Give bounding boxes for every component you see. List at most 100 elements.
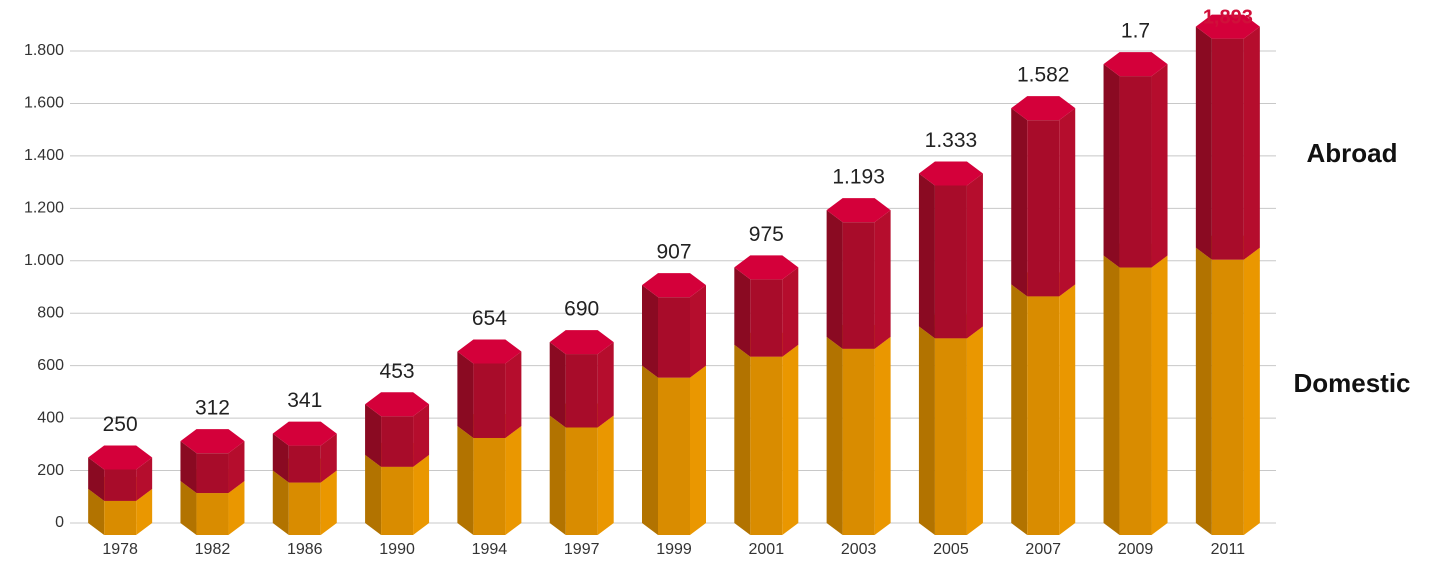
front-face [196,453,229,494]
x-tick-label: 1986 [287,541,323,558]
bar-segment [642,353,706,535]
bar-cap [457,339,522,364]
left-face [918,326,935,535]
left-face [734,267,751,357]
x-tick-label: 2011 [1211,541,1246,558]
front-face [1027,120,1060,297]
right-face [782,267,799,357]
bar-cap [272,421,337,446]
left-face [642,365,658,535]
left-face [918,173,935,339]
left-face [88,457,105,501]
y-tick-label: 1.400 [24,147,64,164]
left-face [549,415,566,535]
x-tick-label: 2005 [933,541,969,558]
right-face [690,285,706,378]
total-label: 250 [103,413,138,436]
bar-segment [918,314,983,535]
front-face [658,377,690,535]
total-label: 312 [195,397,230,420]
bar-segment [826,324,891,535]
left-face [1195,26,1212,260]
x-tick-label: 1990 [379,541,415,558]
x-tick-label: 2003 [841,541,877,558]
total-label: 1.7 [1121,20,1150,43]
left-face [457,425,474,535]
bar-segment [549,342,614,428]
right-face [320,470,337,535]
bar-cap [826,198,891,223]
bar-segment [457,351,522,438]
bar-segment [826,210,891,349]
x-tick-label: 2009 [1118,541,1154,558]
bar-segment [1195,235,1260,535]
bar-segment [1103,243,1168,536]
bar-segment [272,433,337,483]
right-face [228,481,245,535]
y-tick-label: 400 [37,409,64,426]
front-face [288,445,321,483]
legend-label: Domestic [1293,368,1410,398]
x-tick-label: 1997 [564,541,600,558]
front-face [565,354,598,428]
left-face [272,433,289,483]
total-label: 690 [564,298,599,321]
x-tick-label: 1982 [195,541,231,558]
bar-segment [1011,272,1076,535]
front-face [196,493,229,535]
bar-cap [1011,96,1076,121]
right-face [597,415,614,535]
y-tick-label: 600 [37,357,64,374]
bar-segment [1103,64,1168,268]
front-face [1119,267,1152,535]
front-face [381,416,414,467]
left-face [826,210,843,349]
y-tick-label: 800 [37,304,64,321]
left-face [457,351,474,438]
front-face [934,185,967,339]
total-label: 453 [380,360,415,383]
front-face [381,466,414,535]
right-face [136,488,153,535]
bar-cap [180,429,245,454]
left-face [1011,284,1028,535]
front-face [842,222,875,349]
left-face [272,470,289,535]
bar-cap [1103,52,1168,77]
total-label: 654 [472,307,507,330]
left-face [365,404,382,467]
left-face [1195,247,1212,535]
front-face [104,500,137,535]
right-face [966,326,983,535]
total-label: 907 [656,241,691,264]
bar-segment [734,332,799,535]
y-tick-label: 1.000 [24,252,64,269]
x-tick-label: 2007 [1025,541,1061,558]
front-face [750,356,783,535]
bar-cap [549,330,614,355]
x-tick-label: 1999 [656,541,692,558]
total-label: 1.193 [832,166,885,189]
bar-cap [734,255,799,280]
right-face [1243,247,1260,535]
x-tick-label: 1978 [102,541,138,558]
bar-cap [365,392,430,417]
left-face [549,342,566,428]
bar-segment [734,267,799,357]
x-tick-label: 1994 [472,541,508,558]
right-face [505,351,522,438]
front-face [842,348,875,535]
left-face [180,481,197,535]
right-face [874,210,891,349]
left-face [1011,108,1028,297]
y-tick-label: 1.200 [24,200,64,217]
front-face [1211,259,1244,535]
right-face [966,173,983,339]
left-face [826,336,843,535]
total-label: 1.582 [1017,64,1070,87]
left-face [365,454,382,535]
y-tick-label: 1.600 [24,95,64,112]
right-face [1151,255,1168,536]
bar-cap [918,161,983,186]
